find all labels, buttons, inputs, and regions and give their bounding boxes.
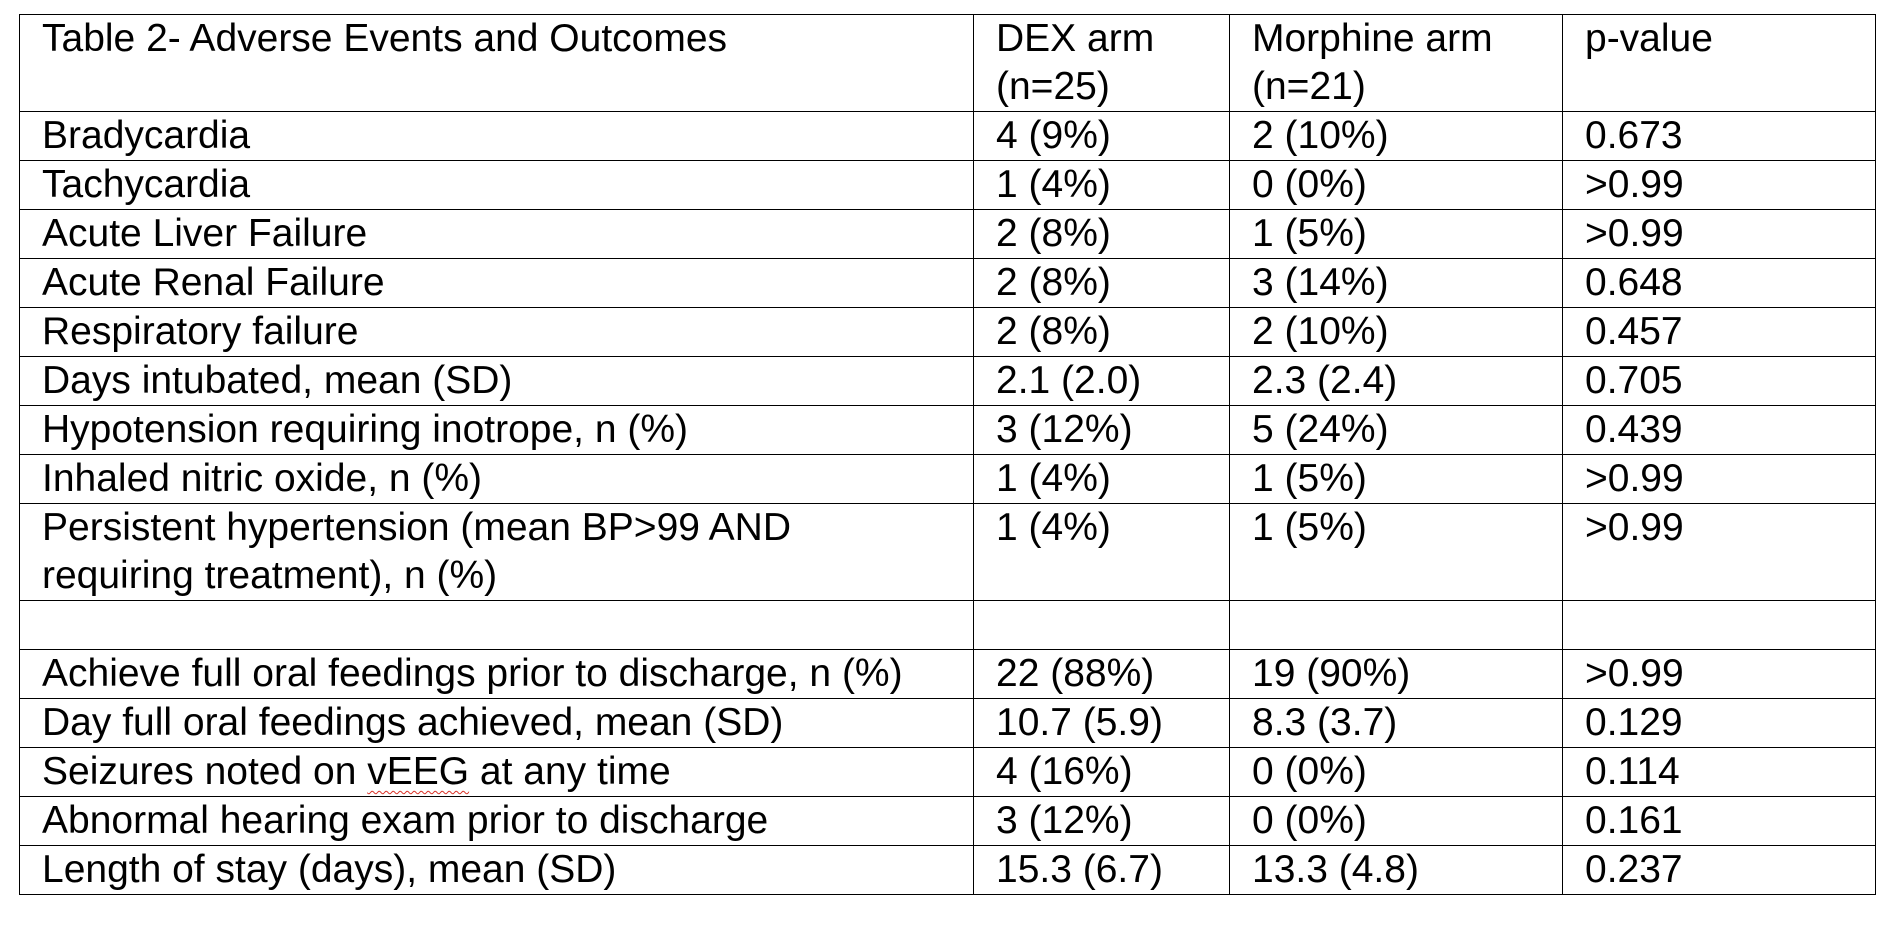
row-morphine-value: 0 (0%) bbox=[1229, 160, 1563, 210]
table-row-acute-renal-failure: Acute Renal Failure 2 (8%) 3 (14%) 0.648 bbox=[19, 258, 1876, 308]
row-morphine-value: 8.3 (3.7) bbox=[1229, 698, 1563, 748]
row-dex-value: 2 (8%) bbox=[973, 307, 1230, 357]
table-row-spacer bbox=[19, 600, 1876, 650]
empty-cell bbox=[973, 600, 1230, 650]
row-p-value: >0.99 bbox=[1562, 649, 1876, 699]
row-p-value: >0.99 bbox=[1562, 160, 1876, 210]
row-label: Achieve full oral feedings prior to disc… bbox=[19, 649, 974, 699]
row-dex-value: 1 (4%) bbox=[973, 454, 1230, 504]
row-morphine-value: 2 (10%) bbox=[1229, 111, 1563, 161]
row-dex-value: 1 (4%) bbox=[973, 160, 1230, 210]
row-morphine-value: 0 (0%) bbox=[1229, 796, 1563, 846]
table-row-acute-liver-failure: Acute Liver Failure 2 (8%) 1 (5%) >0.99 bbox=[19, 209, 1876, 259]
row-label: Length of stay (days), mean (SD) bbox=[19, 845, 974, 895]
row-p-value: 0.161 bbox=[1562, 796, 1876, 846]
row-p-value: 0.439 bbox=[1562, 405, 1876, 455]
row-morphine-value: 13.3 (4.8) bbox=[1229, 845, 1563, 895]
row-p-value: >0.99 bbox=[1562, 454, 1876, 504]
table-row-persistent-hypertension: Persistent hypertension (mean BP>99 AND r… bbox=[19, 503, 1876, 601]
row-p-value: 0.648 bbox=[1562, 258, 1876, 308]
row-dex-value: 15.3 (6.7) bbox=[973, 845, 1230, 895]
table-row-days-intubated: Days intubated, mean (SD) 2.1 (2.0) 2.3 … bbox=[19, 356, 1876, 406]
row-morphine-value: 2 (10%) bbox=[1229, 307, 1563, 357]
row-p-value: 0.673 bbox=[1562, 111, 1876, 161]
table-row-abnormal-hearing: Abnormal hearing exam prior to discharge… bbox=[19, 796, 1876, 846]
table-row-bradycardia: Bradycardia 4 (9%) 2 (10%) 0.673 bbox=[19, 111, 1876, 161]
row-p-value: >0.99 bbox=[1562, 503, 1876, 601]
row-label: Acute Renal Failure bbox=[19, 258, 974, 308]
row-p-value: >0.99 bbox=[1562, 209, 1876, 259]
row-dex-value: 4 (9%) bbox=[973, 111, 1230, 161]
row-label: Abnormal hearing exam prior to discharge bbox=[19, 796, 974, 846]
row-dex-value: 2.1 (2.0) bbox=[973, 356, 1230, 406]
row-label: Persistent hypertension (mean BP>99 AND r… bbox=[19, 503, 974, 601]
row-label-line-2: requiring treatment), n (%) bbox=[42, 554, 498, 597]
row-label-line-1: Persistent hypertension (mean BP>99 AND bbox=[42, 506, 791, 549]
table-row-hypotension: Hypotension requiring inotrope, n (%) 3 … bbox=[19, 405, 1876, 455]
header-morphine-arm-name: Morphine arm bbox=[1252, 17, 1493, 60]
row-dex-value: 3 (12%) bbox=[973, 405, 1230, 455]
row-dex-value: 1 (4%) bbox=[973, 503, 1230, 601]
row-morphine-value: 3 (14%) bbox=[1229, 258, 1563, 308]
table-title: Table 2- Adverse Events and Outcomes bbox=[19, 14, 974, 112]
row-p-value: 0.705 bbox=[1562, 356, 1876, 406]
row-morphine-value: 1 (5%) bbox=[1229, 209, 1563, 259]
row-morphine-value: 5 (24%) bbox=[1229, 405, 1563, 455]
empty-cell bbox=[19, 600, 974, 650]
row-p-value: 0.114 bbox=[1562, 747, 1876, 797]
adverse-events-table: Table 2- Adverse Events and Outcomes DEX… bbox=[19, 14, 1876, 895]
row-p-value: 0.237 bbox=[1562, 845, 1876, 895]
row-morphine-value: 1 (5%) bbox=[1229, 503, 1563, 601]
empty-cell bbox=[1229, 600, 1563, 650]
row-label: Day full oral feedings achieved, mean (S… bbox=[19, 698, 974, 748]
row-dex-value: 2 (8%) bbox=[973, 209, 1230, 259]
row-morphine-value: 2.3 (2.4) bbox=[1229, 356, 1563, 406]
header-dex-arm: DEX arm (n=25) bbox=[973, 14, 1230, 112]
row-dex-value: 2 (8%) bbox=[973, 258, 1230, 308]
table-header-row: Table 2- Adverse Events and Outcomes DEX… bbox=[19, 14, 1876, 112]
table-row-full-oral-feedings: Achieve full oral feedings prior to disc… bbox=[19, 649, 1876, 699]
row-label: Hypotension requiring inotrope, n (%) bbox=[19, 405, 974, 455]
header-p-value: p-value bbox=[1562, 14, 1876, 112]
table-row-inhaled-nitric-oxide: Inhaled nitric oxide, n (%) 1 (4%) 1 (5%… bbox=[19, 454, 1876, 504]
header-morphine-arm-n: (n=21) bbox=[1252, 65, 1366, 108]
table-row-tachycardia: Tachycardia 1 (4%) 0 (0%) >0.99 bbox=[19, 160, 1876, 210]
empty-cell bbox=[1562, 600, 1876, 650]
table-row-day-full-oral-feedings: Day full oral feedings achieved, mean (S… bbox=[19, 698, 1876, 748]
row-dex-value: 3 (12%) bbox=[973, 796, 1230, 846]
row-label-post: at any time bbox=[469, 750, 671, 793]
row-label: Inhaled nitric oxide, n (%) bbox=[19, 454, 974, 504]
row-dex-value: 4 (16%) bbox=[973, 747, 1230, 797]
header-morphine-arm: Morphine arm (n=21) bbox=[1229, 14, 1563, 112]
header-dex-arm-n: (n=25) bbox=[996, 65, 1110, 108]
row-morphine-value: 19 (90%) bbox=[1229, 649, 1563, 699]
row-label: Days intubated, mean (SD) bbox=[19, 356, 974, 406]
row-dex-value: 10.7 (5.9) bbox=[973, 698, 1230, 748]
row-label: Seizures noted on vEEG at any time bbox=[19, 747, 974, 797]
row-morphine-value: 0 (0%) bbox=[1229, 747, 1563, 797]
row-label-pre: Seizures noted on bbox=[42, 750, 368, 793]
row-p-value: 0.457 bbox=[1562, 307, 1876, 357]
table-row-length-of-stay: Length of stay (days), mean (SD) 15.3 (6… bbox=[19, 845, 1876, 895]
row-label: Respiratory failure bbox=[19, 307, 974, 357]
row-p-value: 0.129 bbox=[1562, 698, 1876, 748]
table-row-seizures: Seizures noted on vEEG at any time 4 (16… bbox=[19, 747, 1876, 797]
spellcheck-underlined-word: vEEG bbox=[367, 750, 470, 793]
table-row-respiratory-failure: Respiratory failure 2 (8%) 2 (10%) 0.457 bbox=[19, 307, 1876, 357]
row-label: Bradycardia bbox=[19, 111, 974, 161]
row-morphine-value: 1 (5%) bbox=[1229, 454, 1563, 504]
header-dex-arm-name: DEX arm bbox=[996, 17, 1155, 60]
row-label: Tachycardia bbox=[19, 160, 974, 210]
row-label: Acute Liver Failure bbox=[19, 209, 974, 259]
row-dex-value: 22 (88%) bbox=[973, 649, 1230, 699]
